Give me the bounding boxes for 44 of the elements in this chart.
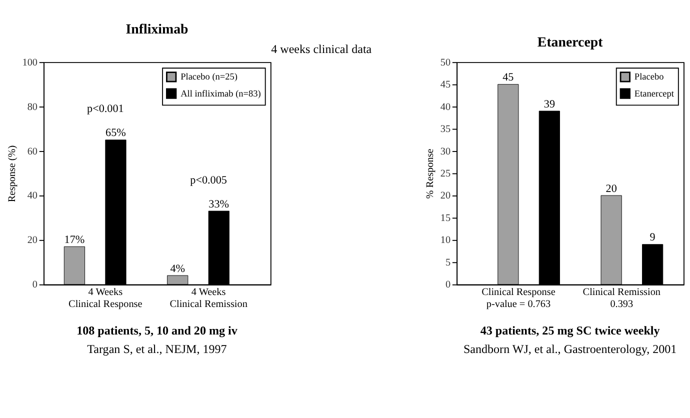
legend-label: Etanercept [634, 89, 674, 100]
data-label: 4% [170, 262, 186, 275]
x-tick-label: Clinical Remission 0.393 [582, 287, 660, 310]
data-label: 9 [650, 232, 656, 244]
y-tick-label: 0 [32, 280, 38, 291]
x-tick-label: 4 Weeks Clinical Remission [170, 287, 248, 310]
y-tick-label: 30 [440, 146, 451, 158]
chart-title: Etanercept [537, 35, 604, 50]
y-tick-label: 80 [27, 102, 38, 113]
text: 43 patients, 25 mg SC twice weekly [480, 323, 660, 338]
y-tick-label: 60 [27, 146, 38, 158]
y-tick-label: 20 [440, 190, 451, 202]
y-tick-label: 0 [445, 280, 451, 291]
y-tick-label: 5 [445, 257, 451, 268]
y-tick-label: 20 [27, 235, 38, 246]
x-tick-label: 4 Weeks Clinical Response [68, 287, 143, 310]
data-label: 20 [606, 182, 618, 195]
text: 108 patients, 5, 10 and 20 mg iv [76, 323, 238, 338]
y-axis-title: Response (%) [6, 145, 18, 202]
y-tick-label: 100 [22, 57, 38, 68]
y-tick-label: 10 [440, 235, 451, 246]
y-tick-label: 45 [440, 80, 451, 91]
chart-title: Infliximab [126, 22, 188, 38]
data-label: 45 [502, 72, 514, 84]
data-label: 33% [208, 198, 230, 210]
y-axis-title: % Response [424, 148, 436, 199]
y-tick-label: 40 [27, 190, 38, 202]
data-label: 39 [544, 98, 556, 110]
x-tick-label: Clinical Response p-value = 0.763 [482, 287, 556, 310]
y-tick-label: 50 [440, 57, 451, 68]
y-tick-label: 40 [440, 102, 451, 113]
text: Targan S, et al., NEJM, 1997 [87, 342, 227, 356]
data-label: 65% [106, 127, 126, 140]
annotation: p<0.005 [190, 174, 228, 186]
text: Sandborn WJ, et al., Gastroenterology, 2001 [463, 342, 677, 356]
y-tick-label: 15 [440, 212, 451, 224]
y-tick-label: 35 [440, 124, 451, 136]
legend-label: Placebo [634, 72, 664, 83]
legend-label: All infliximab (n=83) [180, 89, 261, 100]
text: 4 weeks clinical data [271, 42, 372, 56]
y-tick-label: 25 [440, 168, 451, 180]
data-label: 17% [64, 234, 85, 246]
legend-label: Placebo (n=25) [180, 72, 238, 83]
annotation: p<0.001 [87, 103, 124, 116]
